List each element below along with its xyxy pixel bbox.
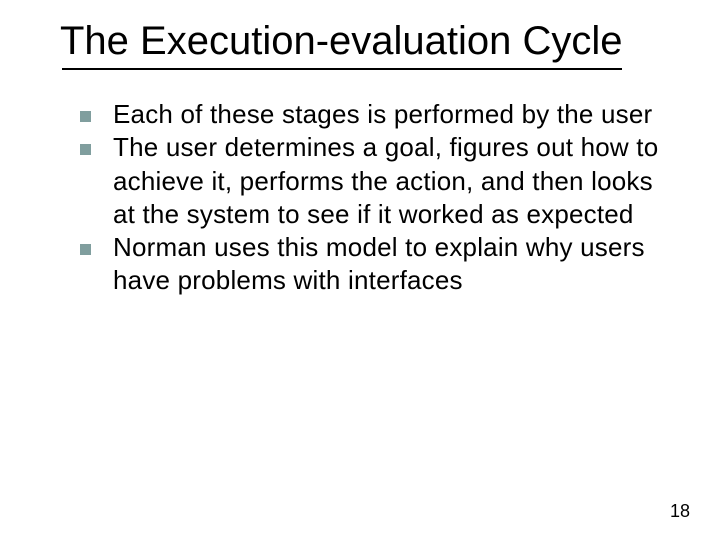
slide-container: The Execution-evaluation Cycle Each of t… xyxy=(0,0,720,540)
title-underline xyxy=(62,68,622,70)
slide-title: The Execution-evaluation Cycle xyxy=(60,18,676,64)
square-bullet-icon xyxy=(80,244,91,255)
slide-content: Each of these stages is performed by the… xyxy=(60,98,676,298)
bullet-item: The user determines a goal, figures out … xyxy=(80,131,676,231)
bullet-text: The user determines a goal, figures out … xyxy=(113,131,676,231)
bullet-text: Each of these stages is performed by the… xyxy=(113,98,652,131)
bullet-item: Each of these stages is performed by the… xyxy=(80,98,676,131)
page-number: 18 xyxy=(670,501,690,522)
square-bullet-icon xyxy=(80,111,91,122)
square-bullet-icon xyxy=(80,144,91,155)
bullet-item: Norman uses this model to explain why us… xyxy=(80,231,676,298)
bullet-text: Norman uses this model to explain why us… xyxy=(113,231,676,298)
